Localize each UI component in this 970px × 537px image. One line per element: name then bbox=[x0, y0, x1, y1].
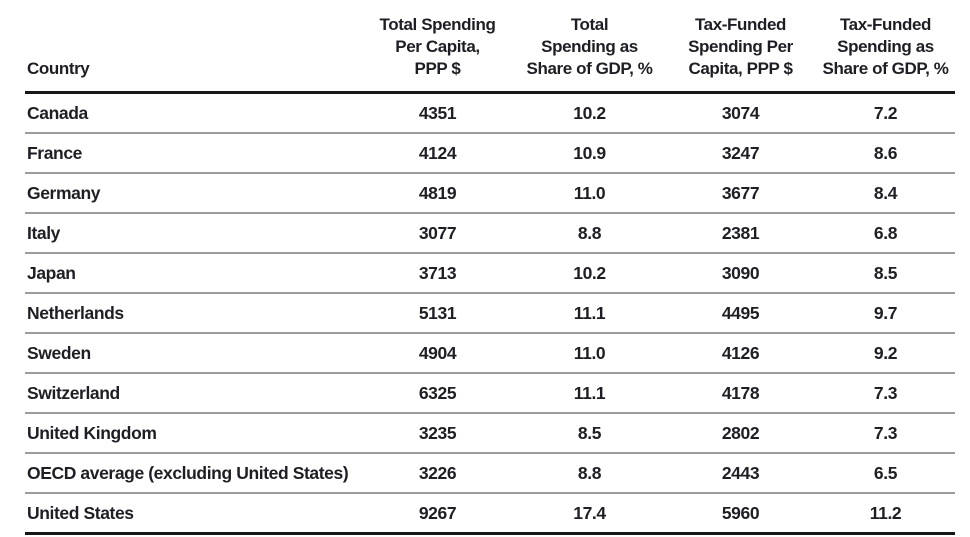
country-cell: Japan bbox=[25, 253, 361, 295]
value-cell: 8.5 bbox=[514, 413, 665, 455]
country-cell: United Kingdom bbox=[25, 413, 361, 455]
value-cell: 6325 bbox=[361, 373, 514, 415]
value-cell: 9267 bbox=[361, 493, 514, 536]
country-cell: Canada bbox=[25, 92, 361, 135]
table-row-united-kingdom: United Kingdom 3235 8.5 2802 7.3 bbox=[25, 413, 955, 455]
value-cell: 10.2 bbox=[514, 253, 665, 295]
health-spending-table: Country Total Spending Per Capita, PPP $… bbox=[25, 8, 955, 536]
value-cell: 3077 bbox=[361, 213, 514, 255]
value-cell: 3247 bbox=[665, 133, 816, 175]
country-cell: OECD average (excluding United States) bbox=[25, 453, 361, 495]
header-row: Country Total Spending Per Capita, PPP $… bbox=[25, 8, 955, 95]
value-cell: 11.1 bbox=[514, 293, 665, 335]
value-cell: 7.2 bbox=[816, 92, 955, 135]
value-cell: 11.0 bbox=[514, 333, 665, 375]
value-cell: 4124 bbox=[361, 133, 514, 175]
value-cell: 11.1 bbox=[514, 373, 665, 415]
value-cell: 8.8 bbox=[514, 213, 665, 255]
value-cell: 5131 bbox=[361, 293, 514, 335]
table-header: Country Total Spending Per Capita, PPP $… bbox=[25, 8, 955, 95]
value-cell: 4178 bbox=[665, 373, 816, 415]
value-cell: 3074 bbox=[665, 92, 816, 135]
value-cell: 3235 bbox=[361, 413, 514, 455]
value-cell: 6.5 bbox=[816, 453, 955, 495]
value-cell: 2802 bbox=[665, 413, 816, 455]
value-cell: 4819 bbox=[361, 173, 514, 215]
table-row-canada: Canada 4351 10.2 3074 7.2 bbox=[25, 92, 955, 135]
value-cell: 3090 bbox=[665, 253, 816, 295]
value-cell: 10.2 bbox=[514, 92, 665, 135]
value-cell: 11.0 bbox=[514, 173, 665, 215]
table-row-sweden: Sweden 4904 11.0 4126 9.2 bbox=[25, 333, 955, 375]
country-cell: Germany bbox=[25, 173, 361, 215]
table-row-japan: Japan 3713 10.2 3090 8.5 bbox=[25, 253, 955, 295]
value-cell: 9.7 bbox=[816, 293, 955, 335]
country-cell: Switzerland bbox=[25, 373, 361, 415]
value-cell: 9.2 bbox=[816, 333, 955, 375]
value-cell: 4126 bbox=[665, 333, 816, 375]
value-cell: 3713 bbox=[361, 253, 514, 295]
country-cell: France bbox=[25, 133, 361, 175]
table-row-italy: Italy 3077 8.8 2381 6.8 bbox=[25, 213, 955, 255]
value-cell: 17.4 bbox=[514, 493, 665, 536]
table-body: Canada 4351 10.2 3074 7.2 France 4124 10… bbox=[25, 92, 955, 536]
column-header-total-spending-share-gdp: Total Spending as Share of GDP, % bbox=[514, 8, 665, 95]
table-row-netherlands: Netherlands 5131 11.1 4495 9.7 bbox=[25, 293, 955, 335]
value-cell: 4495 bbox=[665, 293, 816, 335]
value-cell: 11.2 bbox=[816, 493, 955, 536]
value-cell: 8.8 bbox=[514, 453, 665, 495]
value-cell: 2381 bbox=[665, 213, 816, 255]
value-cell: 7.3 bbox=[816, 373, 955, 415]
country-cell: Sweden bbox=[25, 333, 361, 375]
table-row-france: France 4124 10.9 3247 8.6 bbox=[25, 133, 955, 175]
value-cell: 8.6 bbox=[816, 133, 955, 175]
value-cell: 4351 bbox=[361, 92, 514, 135]
table-row-switzerland: Switzerland 6325 11.1 4178 7.3 bbox=[25, 373, 955, 415]
value-cell: 3677 bbox=[665, 173, 816, 215]
value-cell: 5960 bbox=[665, 493, 816, 536]
table-row-united-states: United States 9267 17.4 5960 11.2 bbox=[25, 493, 955, 536]
value-cell: 10.9 bbox=[514, 133, 665, 175]
column-header-taxfunded-spending-per-capita: Tax-Funded Spending Per Capita, PPP $ bbox=[665, 8, 816, 95]
table-row-germany: Germany 4819 11.0 3677 8.4 bbox=[25, 173, 955, 215]
value-cell: 8.4 bbox=[816, 173, 955, 215]
value-cell: 6.8 bbox=[816, 213, 955, 255]
country-cell: Italy bbox=[25, 213, 361, 255]
value-cell: 8.5 bbox=[816, 253, 955, 295]
table-row-oecd-average: OECD average (excluding United States) 3… bbox=[25, 453, 955, 495]
value-cell: 4904 bbox=[361, 333, 514, 375]
value-cell: 7.3 bbox=[816, 413, 955, 455]
country-cell: United States bbox=[25, 493, 361, 536]
column-header-total-spending-per-capita: Total Spending Per Capita, PPP $ bbox=[361, 8, 514, 95]
column-header-taxfunded-spending-share-gdp: Tax-Funded Spending as Share of GDP, % bbox=[816, 8, 955, 95]
country-cell: Netherlands bbox=[25, 293, 361, 335]
value-cell: 3226 bbox=[361, 453, 514, 495]
column-header-country: Country bbox=[25, 8, 361, 95]
value-cell: 2443 bbox=[665, 453, 816, 495]
